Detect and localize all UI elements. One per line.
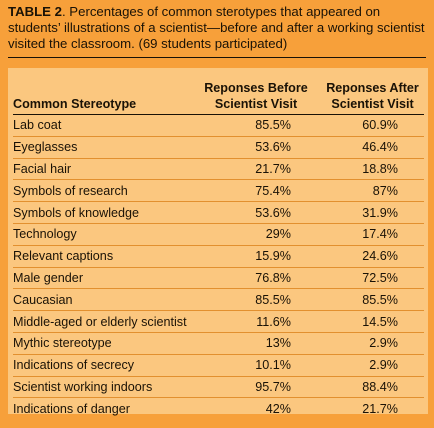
before-cell: 53.6% [191,201,321,224]
after-cell: 21.7% [362,401,398,416]
stereotype-cell: Lab coat [13,114,191,137]
before-cell: 76.8% [191,267,321,290]
table-row: Male gender 76.8% 72.5% [13,267,424,290]
before-cell: 21.7% [191,158,321,181]
table-row: Technology 29% 17.4% [13,223,424,246]
after-cell: 17.4% [321,223,424,246]
stereotype-cell: Caucasian [13,288,191,312]
table-row: Scientist working indoors 95.7% 88.4% [13,376,424,399]
before-cell: 42% [265,401,291,416]
before-cell: 11.6% [191,310,321,333]
stereotype-cell: Scientist working indoors [13,376,191,399]
table-row: Indications of secrecy 10.1% 2.9% [13,354,424,377]
caption-label: TABLE 2 [8,4,62,19]
after-cell: 72.5% [321,267,424,290]
stereotype-cell: Technology [13,223,191,246]
before-cell: 13% [191,332,321,355]
stereotype-cell: Male gender [13,267,191,290]
before-cell: 53.6% [191,136,321,159]
table-row: Mythic stereotype 13% 2.9% [13,332,424,355]
after-cell: 18.8% [321,158,424,181]
after-cell: 2.9% [321,332,424,355]
after-cell: 46.4% [321,136,424,159]
after-cell: 14.5% [321,310,424,333]
table-header-row: Common Stereotype Reponses Before Scienti… [13,80,424,115]
stereotype-cell: Symbols of research [13,179,191,203]
after-cell: 85.5% [321,288,424,312]
stereotype-table: Common Stereotype Reponses Before Scienti… [13,80,424,419]
table-row: Lab coat 85.5% 60.9% [13,114,424,137]
after-cell: 87% [321,179,424,203]
caption-text: . Percentages of common sterotypes that … [8,4,425,51]
before-cell: 95.7% [191,376,321,399]
after-cell: 31.9% [321,201,424,224]
stereotype-cell: Middle-aged or elderly scientist [13,310,191,333]
header-after-visit: Reponses After Scientist Visit [321,80,424,115]
header-before-line1: Reponses Before [204,81,308,95]
table-panel: Common Stereotype Reponses Before Scienti… [8,68,428,416]
before-cell: 75.4% [191,179,321,203]
header-after-line2: Scientist Visit [331,97,414,111]
before-cell: 85.5% [191,114,321,137]
table-row: Relevant captions 15.9% 24.6% [13,245,424,268]
after-cell: 2.9% [321,354,424,377]
table-row: Caucasian 85.5% 85.5% [13,288,424,312]
header-before-line2: Scientist Visit [214,97,298,111]
table-row: Eyeglasses 53.6% 46.4% [13,136,424,159]
after-cell: 88.4% [321,376,424,399]
table-row: Symbols of research 75.4% 87% [13,179,424,203]
stereotype-cell: Indications of secrecy [13,354,191,377]
stereotype-cell: Indications of danger [13,401,130,416]
table-caption: TABLE 2. Percentages of common sterotype… [8,4,426,58]
before-cell: 15.9% [191,245,321,268]
after-cell: 60.9% [321,114,424,137]
stereotype-cell: Facial hair [13,158,191,181]
table-row: Middle-aged or elderly scientist 11.6% 14.… [13,310,424,333]
header-before-visit: Reponses Before Scientist Visit [191,80,321,115]
table-row: Facial hair 21.7% 18.8% [13,158,424,181]
before-cell: 85.5% [191,288,321,312]
stereotype-cell: Eyeglasses [13,136,191,159]
header-common-stereotype: Common Stereotype [13,80,191,115]
stereotype-cell: Relevant captions [13,245,191,268]
stereotype-cell: Mythic stereotype [13,332,191,355]
table-row: Symbols of knowledge 53.6% 31.9% [13,201,424,224]
after-cell: 24.6% [321,245,424,268]
header-after-line1: Reponses After [326,81,419,95]
stereotype-cell: Symbols of knowledge [13,201,191,224]
table-row: Indications of danger 42% 21.7% [13,398,424,419]
before-cell: 29% [191,223,321,246]
table-body: Lab coat 85.5% 60.9% Eyeglasses 53.6% 46.4% … [13,114,424,420]
before-cell: 10.1% [191,354,321,377]
